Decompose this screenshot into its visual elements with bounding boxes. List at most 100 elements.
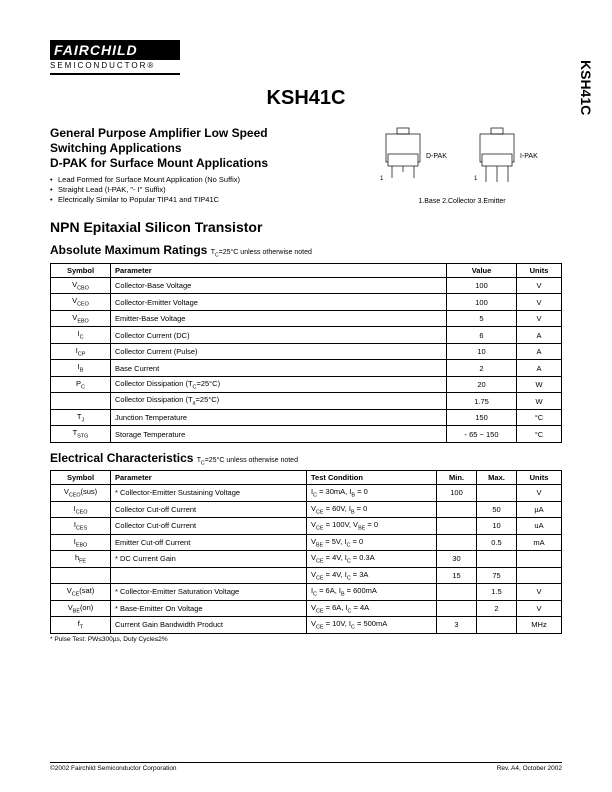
amr-note: TC=25°C unless otherwise noted bbox=[211, 249, 312, 256]
headline-line-2: Switching Applications bbox=[50, 141, 182, 155]
page-footer: ©2002 Fairchild Semiconductor Corporatio… bbox=[50, 762, 562, 772]
table-cell: V bbox=[517, 584, 562, 601]
elec-h-units: Units bbox=[517, 471, 562, 485]
table-cell: fT bbox=[51, 617, 111, 634]
svg-text:1: 1 bbox=[474, 176, 478, 182]
table-cell: 100 bbox=[437, 485, 477, 502]
logo-text-bottom: SEMICONDUCTOR® bbox=[50, 60, 180, 71]
table-cell bbox=[477, 485, 517, 502]
amr-header-row: Symbol Parameter Value Units bbox=[51, 263, 562, 277]
elec-footnote: * Pulse Test: PW≤300µs, Duty Cycle≤2% bbox=[50, 636, 562, 643]
elec-h-symbol: Symbol bbox=[51, 471, 111, 485]
table-row: VCE(sat)* Collector-Emitter Saturation V… bbox=[51, 584, 562, 601]
table-cell: * Collector-Emitter Saturation Voltage bbox=[111, 584, 307, 601]
table-cell: - 65 ~ 150 bbox=[447, 426, 517, 443]
table-row: Collector Dissipation (Ta=25°C)1.75W bbox=[51, 393, 562, 410]
table-cell: VBE(on) bbox=[51, 600, 111, 617]
table-cell bbox=[111, 567, 307, 584]
table-row: VCEOCollector-Emitter Voltage100V bbox=[51, 294, 562, 311]
table-cell: 50 bbox=[477, 501, 517, 518]
table-cell: 5 bbox=[447, 310, 517, 327]
table-cell: W bbox=[517, 376, 562, 393]
table-row: VCEO(sus)* Collector-Emitter Sustaining … bbox=[51, 485, 562, 502]
table-cell: A bbox=[517, 343, 562, 360]
table-cell: 10 bbox=[447, 343, 517, 360]
table-cell: IC = 6A, IB = 600mA bbox=[307, 584, 437, 601]
amr-h-units: Units bbox=[517, 263, 562, 277]
table-cell: Collector Current (Pulse) bbox=[111, 343, 447, 360]
table-cell: MHz bbox=[517, 617, 562, 634]
table-cell: Junction Temperature bbox=[111, 409, 447, 426]
table-row: VCE = 4V, IC = 3A1575 bbox=[51, 567, 562, 584]
table-row: VBE(on)* Base-Emitter On VoltageVCE = 6A… bbox=[51, 600, 562, 617]
table-cell: VCE = 100V, VBE = 0 bbox=[307, 518, 437, 535]
table-cell: VCE(sat) bbox=[51, 584, 111, 601]
table-cell bbox=[517, 551, 562, 568]
table-cell bbox=[51, 567, 111, 584]
table-cell: * DC Current Gain bbox=[111, 551, 307, 568]
table-cell: TJ bbox=[51, 409, 111, 426]
svg-text:I-PAK: I-PAK bbox=[520, 153, 538, 160]
table-cell: 20 bbox=[447, 376, 517, 393]
headline-box: General Purpose Amplifier Low Speed Swit… bbox=[50, 126, 330, 205]
table-cell: VCE = 4V, IC = 0.3A bbox=[307, 551, 437, 568]
table-cell: V bbox=[517, 277, 562, 294]
table-cell: VBE = 5V, IC = 0 bbox=[307, 534, 437, 551]
table-cell bbox=[477, 617, 517, 634]
table-cell: V bbox=[517, 294, 562, 311]
table-row: VEBOEmitter-Base Voltage5V bbox=[51, 310, 562, 327]
logo: FAIRCHILD SEMICONDUCTOR® bbox=[50, 40, 180, 75]
table-cell: Collector Current (DC) bbox=[111, 327, 447, 344]
table-cell: 75 bbox=[477, 567, 517, 584]
table-row: ICESCollector Cut-off CurrentVCE = 100V,… bbox=[51, 518, 562, 535]
table-cell: Current Gain Bandwidth Product bbox=[111, 617, 307, 634]
feature-bullets: Lead Formed for Surface Mount Applicatio… bbox=[50, 175, 330, 205]
elec-heading: Electrical Characteristics TC=25°C unles… bbox=[50, 451, 562, 466]
npn-title: NPN Epitaxial Silicon Transistor bbox=[50, 219, 562, 235]
table-row: ICCollector Current (DC)6A bbox=[51, 327, 562, 344]
bullet-2: Straight Lead (I-PAK, "- I" Suffix) bbox=[50, 185, 330, 195]
table-row: IBBase Current2A bbox=[51, 360, 562, 377]
table-cell bbox=[51, 393, 111, 410]
table-cell: 0.5 bbox=[477, 534, 517, 551]
table-cell bbox=[437, 584, 477, 601]
table-row: fTCurrent Gain Bandwidth ProductVCE = 10… bbox=[51, 617, 562, 634]
elec-table: Symbol Parameter Test Condition Min. Max… bbox=[50, 470, 562, 634]
table-cell: V bbox=[517, 600, 562, 617]
table-cell: A bbox=[517, 327, 562, 344]
table-cell: IC = 30mA, IB = 0 bbox=[307, 485, 437, 502]
table-cell bbox=[437, 518, 477, 535]
headline-line-1: General Purpose Amplifier Low Speed bbox=[50, 126, 268, 140]
table-cell: Collector Cut-off Current bbox=[111, 501, 307, 518]
table-cell: * Collector-Emitter Sustaining Voltage bbox=[111, 485, 307, 502]
table-cell: VCEO bbox=[51, 294, 111, 311]
table-cell: IB bbox=[51, 360, 111, 377]
table-cell: Emitter Cut-off Current bbox=[111, 534, 307, 551]
table-cell: Collector Dissipation (TC=25°C) bbox=[111, 376, 447, 393]
footer-right: Rev. A4, October 2002 bbox=[497, 765, 562, 772]
elec-h-max: Max. bbox=[477, 471, 517, 485]
table-cell: hFE bbox=[51, 551, 111, 568]
table-cell: PC bbox=[51, 376, 111, 393]
svg-text:1: 1 bbox=[380, 176, 384, 182]
table-row: ICEOCollector Cut-off CurrentVCE = 60V, … bbox=[51, 501, 562, 518]
elec-h-min: Min. bbox=[437, 471, 477, 485]
elec-note: TC=25°C unless otherwise noted bbox=[197, 457, 298, 464]
table-cell: VCE = 60V, IB = 0 bbox=[307, 501, 437, 518]
table-cell: 10 bbox=[477, 518, 517, 535]
table-cell: 100 bbox=[447, 277, 517, 294]
svg-text:D-PAK: D-PAK bbox=[426, 153, 447, 160]
table-cell: IC bbox=[51, 327, 111, 344]
amr-h-symbol: Symbol bbox=[51, 263, 111, 277]
table-cell: 2 bbox=[447, 360, 517, 377]
elec-h-param: Parameter bbox=[111, 471, 307, 485]
table-cell bbox=[477, 551, 517, 568]
table-cell: ICES bbox=[51, 518, 111, 535]
table-cell: Storage Temperature bbox=[111, 426, 447, 443]
footer-left: ©2002 Fairchild Semiconductor Corporatio… bbox=[50, 765, 177, 772]
table-cell: 15 bbox=[437, 567, 477, 584]
pin-labels: 1.Base 2.Collector 3.Emitter bbox=[362, 198, 562, 205]
table-cell: 100 bbox=[447, 294, 517, 311]
table-cell: 150 bbox=[447, 409, 517, 426]
part-title: KSH41C bbox=[50, 87, 562, 110]
